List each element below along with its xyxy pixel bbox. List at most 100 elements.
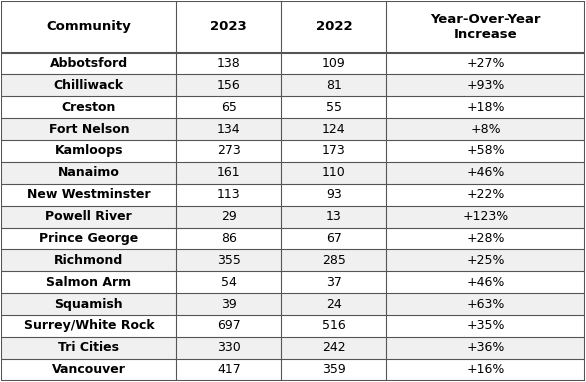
Bar: [176, 53, 281, 74]
Text: +16%: +16%: [466, 363, 505, 376]
Text: Vancouver: Vancouver: [52, 363, 126, 376]
Text: 37: 37: [326, 276, 342, 289]
Bar: [281, 249, 386, 271]
Bar: [281, 96, 386, 118]
Text: New Westminster: New Westminster: [27, 188, 151, 201]
Text: +22%: +22%: [466, 188, 505, 201]
Text: 54: 54: [221, 276, 237, 289]
Text: 13: 13: [326, 210, 342, 223]
Bar: [176, 74, 281, 96]
Text: 417: 417: [217, 363, 241, 376]
Text: +58%: +58%: [466, 144, 505, 157]
Bar: [281, 118, 386, 140]
Text: Creston: Creston: [62, 101, 116, 114]
Bar: [176, 140, 281, 162]
Bar: [176, 162, 281, 184]
Text: 359: 359: [322, 363, 346, 376]
Text: 156: 156: [217, 79, 241, 92]
Bar: [386, 140, 585, 162]
Bar: [1, 2, 176, 53]
Bar: [1, 359, 176, 380]
Bar: [1, 271, 176, 293]
Bar: [281, 206, 386, 228]
Bar: [281, 53, 386, 74]
Bar: [176, 249, 281, 271]
Bar: [1, 337, 176, 359]
Bar: [386, 184, 585, 206]
Text: +36%: +36%: [466, 341, 505, 354]
Text: Fort Nelson: Fort Nelson: [49, 123, 129, 136]
Bar: [1, 53, 176, 74]
Text: 113: 113: [217, 188, 241, 201]
Bar: [281, 271, 386, 293]
Text: +93%: +93%: [466, 79, 505, 92]
Bar: [1, 228, 176, 249]
Text: Community: Community: [46, 21, 131, 34]
Bar: [281, 228, 386, 249]
Text: 138: 138: [217, 57, 241, 70]
Text: 242: 242: [322, 341, 346, 354]
Bar: [1, 184, 176, 206]
Text: Prince George: Prince George: [39, 232, 138, 245]
Bar: [281, 184, 386, 206]
Bar: [386, 74, 585, 96]
Bar: [386, 249, 585, 271]
Text: +46%: +46%: [466, 166, 505, 180]
Text: 81: 81: [326, 79, 342, 92]
Text: 161: 161: [217, 166, 241, 180]
Text: 134: 134: [217, 123, 241, 136]
Bar: [386, 2, 585, 53]
Bar: [1, 118, 176, 140]
Bar: [281, 293, 386, 315]
Bar: [176, 271, 281, 293]
Bar: [386, 118, 585, 140]
Text: +35%: +35%: [466, 319, 505, 332]
Bar: [1, 74, 176, 96]
Bar: [1, 315, 176, 337]
Text: 86: 86: [221, 232, 237, 245]
Bar: [176, 337, 281, 359]
Text: 273: 273: [217, 144, 241, 157]
Text: 65: 65: [221, 101, 237, 114]
Text: Chilliwack: Chilliwack: [54, 79, 124, 92]
Text: 110: 110: [322, 166, 346, 180]
Bar: [281, 162, 386, 184]
Text: 516: 516: [322, 319, 346, 332]
Text: Surrey/White Rock: Surrey/White Rock: [23, 319, 154, 332]
Text: Nanaimo: Nanaimo: [58, 166, 120, 180]
Text: 109: 109: [322, 57, 346, 70]
Text: +27%: +27%: [466, 57, 505, 70]
Bar: [281, 140, 386, 162]
Text: Squamish: Squamish: [54, 298, 123, 311]
Text: +28%: +28%: [466, 232, 505, 245]
Bar: [386, 162, 585, 184]
Text: 93: 93: [326, 188, 342, 201]
Bar: [281, 74, 386, 96]
Text: +63%: +63%: [466, 298, 505, 311]
Bar: [176, 315, 281, 337]
Text: 55: 55: [326, 101, 342, 114]
Text: 67: 67: [326, 232, 342, 245]
Bar: [386, 293, 585, 315]
Text: 173: 173: [322, 144, 346, 157]
Bar: [281, 315, 386, 337]
Text: +8%: +8%: [470, 123, 501, 136]
Bar: [1, 96, 176, 118]
Bar: [176, 118, 281, 140]
Bar: [176, 96, 281, 118]
Bar: [176, 184, 281, 206]
Bar: [176, 2, 281, 53]
Bar: [1, 140, 176, 162]
Text: Tri Cities: Tri Cities: [59, 341, 120, 354]
Text: +46%: +46%: [466, 276, 505, 289]
Text: Year-Over-Year
Increase: Year-Over-Year Increase: [430, 13, 541, 41]
Bar: [386, 315, 585, 337]
Text: +25%: +25%: [466, 254, 505, 267]
Bar: [1, 162, 176, 184]
Text: 24: 24: [326, 298, 342, 311]
Text: Salmon Arm: Salmon Arm: [46, 276, 131, 289]
Bar: [1, 249, 176, 271]
Bar: [386, 96, 585, 118]
Text: 124: 124: [322, 123, 346, 136]
Text: 330: 330: [217, 341, 241, 354]
